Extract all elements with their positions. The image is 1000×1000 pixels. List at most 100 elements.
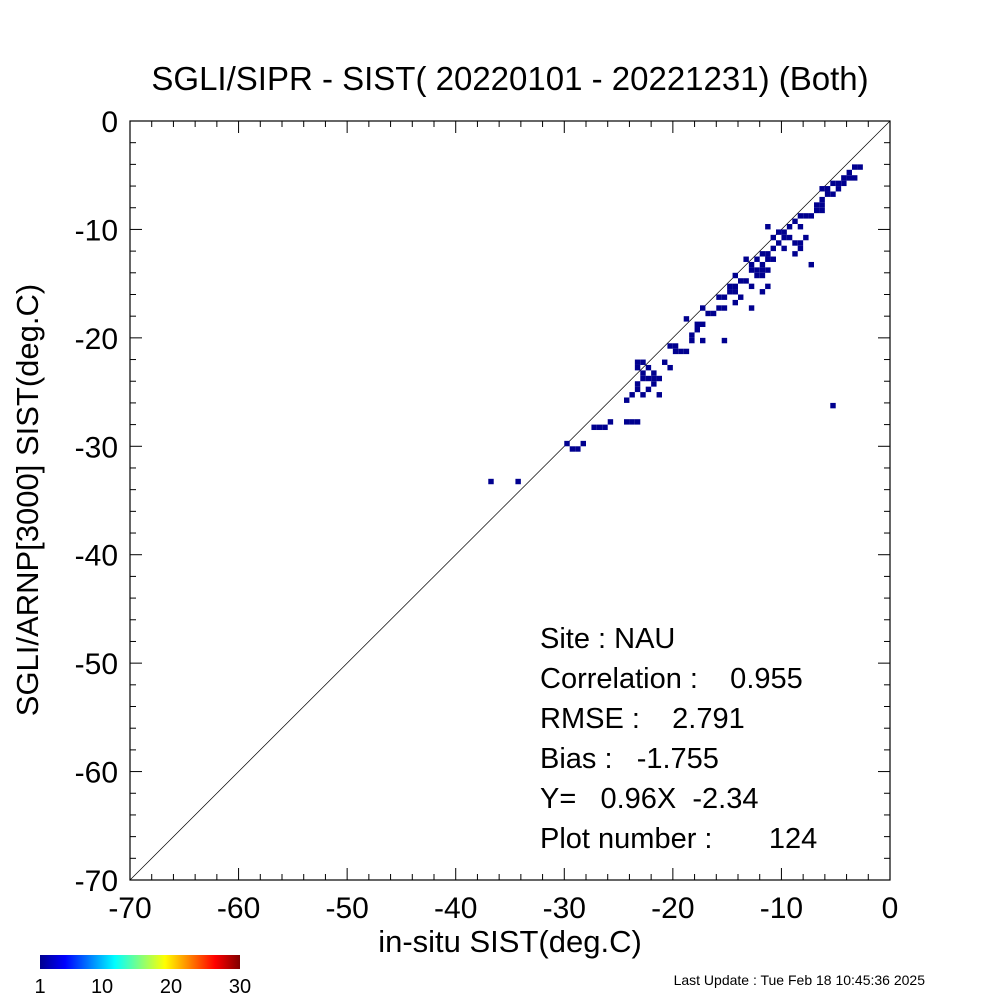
- data-cell-22: [651, 381, 657, 387]
- data-cell-92: [792, 218, 798, 225]
- data-cell-93: [797, 213, 804, 219]
- x-tick-label: -50: [325, 892, 368, 925]
- data-cell-36: [683, 348, 690, 355]
- data-cell-33: [667, 343, 673, 349]
- data-cell-81: [765, 224, 771, 230]
- stat-line-4: Y= 0.96X -2.34: [540, 783, 758, 815]
- data-cell-88: [792, 251, 798, 257]
- data-cell-60: [748, 305, 755, 311]
- y-axis-label: SGLI/ARNP[3000] SIST(deg.C): [10, 284, 45, 716]
- data-cell-43: [700, 337, 706, 344]
- data-cell-69: [759, 251, 766, 257]
- data-cell-40: [694, 327, 700, 333]
- data-cell-29: [634, 359, 641, 365]
- stat-line-2: RMSE : 2.791: [540, 703, 745, 735]
- data-cell-112: [852, 164, 858, 170]
- data-cell-114: [852, 175, 858, 181]
- data-cell-97: [819, 207, 825, 214]
- data-cell-34: [672, 343, 679, 349]
- data-cell-82: [776, 229, 782, 235]
- data-cell-96: [814, 207, 820, 214]
- data-cell-52: [732, 289, 738, 295]
- colorbar-tick-label: 30: [229, 976, 251, 998]
- data-cell-35: [678, 348, 684, 355]
- stat-line-1: Correlation : 0.955: [540, 663, 803, 695]
- data-cell-23: [651, 375, 657, 382]
- stat-line-5: Plot number : 124: [540, 823, 817, 855]
- data-cell-6: [591, 424, 597, 431]
- x-tick-label: -40: [434, 892, 477, 925]
- y-tick-label: -50: [75, 648, 118, 681]
- data-cell-25: [640, 370, 646, 376]
- data-cell-108: [841, 180, 847, 187]
- y-tick-label: -60: [75, 757, 118, 790]
- data-cell-109: [846, 175, 852, 181]
- data-cell-46: [716, 305, 722, 311]
- data-cell-56: [732, 283, 738, 290]
- colorbar: 1 10 20 30: [34, 955, 251, 998]
- x-tick-label: -70: [108, 892, 151, 925]
- data-cell-71: [748, 267, 755, 273]
- data-cell-113: [857, 164, 863, 170]
- data-cell-19: [634, 381, 641, 387]
- chart-title: SGLI/SIPR - SIST( 20220101 - 20221231) (…: [151, 60, 868, 97]
- data-cell-4: [575, 446, 581, 452]
- data-cell-66: [754, 256, 760, 262]
- data-cell-55: [727, 283, 733, 290]
- data-cell-85: [797, 240, 804, 246]
- y-tick-label: -20: [75, 323, 118, 356]
- data-cell-24: [634, 364, 641, 371]
- data-cell-103: [830, 191, 836, 197]
- data-cell-9: [607, 419, 614, 425]
- data-cell-106: [830, 180, 836, 187]
- data-cell-47: [721, 305, 728, 311]
- data-cell-48: [721, 337, 728, 344]
- data-cell-115: [830, 402, 836, 409]
- statistics-panel: Site : NAU Correlation : 0.955 RMSE : 2.79…: [540, 623, 817, 855]
- data-cell-59: [748, 283, 755, 290]
- data-cell-14: [629, 392, 635, 398]
- data-cell-89: [797, 245, 804, 252]
- data-cell-57: [738, 278, 744, 284]
- data-cell-104: [835, 186, 842, 192]
- data-cell-65: [748, 261, 755, 268]
- data-cell-116: [743, 256, 749, 262]
- data-cell-95: [808, 213, 814, 219]
- data-cell-12: [634, 419, 641, 425]
- data-cell-78: [781, 229, 787, 235]
- data-cell-17: [645, 386, 652, 393]
- data-cell-0: [488, 478, 494, 485]
- last-update-text: Last Update : Tue Feb 18 10:45:36 2025: [674, 972, 926, 988]
- data-cell-54: [732, 299, 738, 306]
- data-cell-100: [819, 196, 825, 203]
- data-cell-3: [569, 446, 576, 452]
- data-cell-26: [645, 364, 652, 371]
- y-tick-label: -40: [75, 540, 118, 573]
- data-cell-94: [803, 213, 809, 219]
- data-cell-80: [770, 234, 776, 241]
- data-cell-42: [700, 321, 706, 328]
- data-cell-90: [808, 261, 814, 268]
- data-cell-28: [656, 375, 662, 382]
- data-cell-31: [667, 364, 673, 371]
- y-tick-label: -10: [75, 214, 118, 247]
- data-cell-5: [580, 440, 586, 447]
- data-cell-2: [564, 440, 570, 447]
- y-tick-label: -30: [75, 431, 118, 464]
- x-tick-label: 0: [882, 892, 899, 925]
- data-cell-62: [759, 267, 766, 273]
- data-cell-18: [656, 392, 662, 398]
- data-cell-63: [765, 283, 771, 290]
- data-cell-79: [786, 224, 793, 230]
- data-cell-68: [765, 256, 771, 262]
- data-cell-30: [640, 359, 646, 365]
- data-cell-61: [754, 272, 760, 279]
- data-cell-74: [765, 267, 771, 273]
- x-axis-label: in-situ SIST(deg.C): [378, 924, 642, 959]
- colorbar-tick-label: 20: [160, 976, 182, 998]
- data-cell-75: [770, 245, 776, 252]
- colorbar-tick-label: 1: [34, 976, 45, 998]
- data-cell-44: [705, 310, 711, 317]
- data-cell-118: [683, 316, 690, 322]
- data-cell-27: [651, 370, 657, 376]
